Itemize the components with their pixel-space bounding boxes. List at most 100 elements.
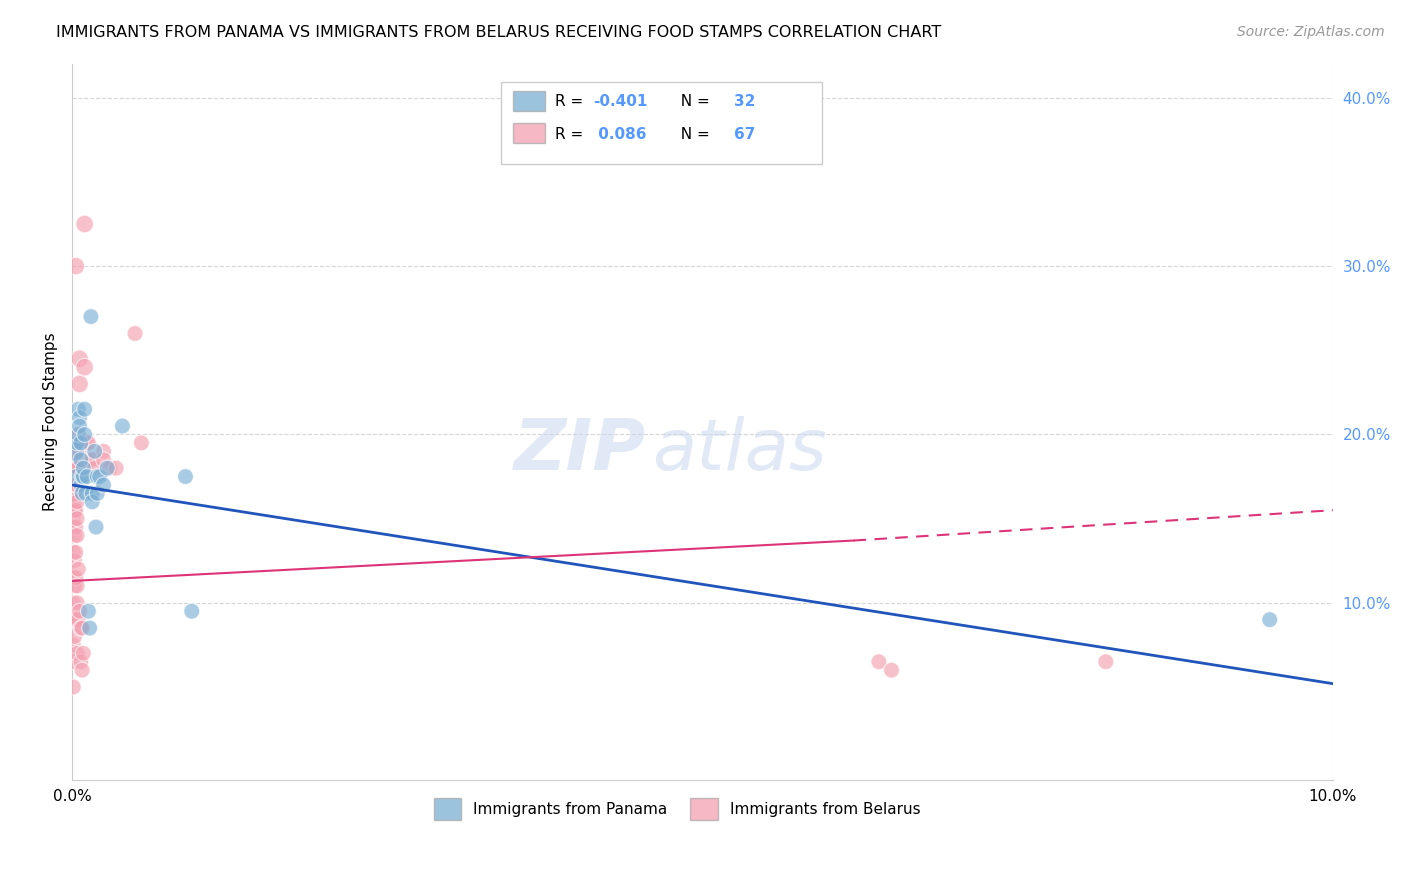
Point (66, 461, 89, 475)
Point (180, 604, 202, 618)
Point (80, 452, 103, 467)
Point (72, 469, 94, 483)
Point (60, 495, 83, 509)
Text: ZIP: ZIP (513, 416, 645, 485)
Point (82, 495, 104, 509)
Point (65, 613, 87, 627)
Point (60, 469, 83, 483)
Point (66, 478, 89, 492)
Point (69, 351, 91, 366)
Point (62, 452, 84, 467)
Point (82, 452, 104, 467)
Point (124, 326, 146, 341)
Bar (513, 123, 544, 143)
Point (880, 663, 903, 677)
Point (82, 486, 104, 500)
Point (76, 469, 98, 483)
Text: R =: R = (555, 95, 588, 110)
Bar (513, 90, 544, 111)
Point (62, 638, 84, 652)
Point (72, 646, 94, 660)
Point (69, 376, 91, 391)
Point (63, 554, 86, 568)
Point (62, 596, 84, 610)
Point (66, 511, 89, 525)
Point (80, 310, 103, 324)
Point (65, 570, 87, 584)
Point (105, 461, 128, 475)
Text: N =: N = (671, 127, 714, 142)
Text: atlas: atlas (652, 416, 827, 485)
Point (79, 621, 101, 635)
Point (76, 436, 98, 450)
Point (63, 444, 86, 458)
Text: -0.401: -0.401 (593, 95, 647, 110)
Point (69, 436, 91, 450)
Point (868, 655, 890, 669)
Point (89, 469, 111, 483)
Point (83, 444, 105, 458)
Point (70, 486, 93, 500)
Y-axis label: Receiving Food Stamps: Receiving Food Stamps (44, 333, 58, 511)
Point (1095, 655, 1118, 669)
Point (75, 486, 97, 500)
Point (73, 360, 96, 375)
Point (77, 436, 100, 450)
Point (66, 436, 89, 450)
Point (69, 655, 91, 669)
Point (63, 579, 86, 593)
Point (93, 444, 115, 458)
Point (67, 562, 90, 576)
Point (70, 663, 93, 677)
Point (131, 436, 153, 450)
Point (63, 528, 86, 542)
Point (69, 410, 91, 425)
Point (67, 427, 90, 442)
Point (69, 452, 91, 467)
Point (65, 503, 87, 517)
Text: 0.086: 0.086 (593, 127, 647, 142)
Point (77, 604, 100, 618)
Text: IMMIGRANTS FROM PANAMA VS IMMIGRANTS FROM BELARUS RECEIVING FOOD STAMPS CORRELAT: IMMIGRANTS FROM PANAMA VS IMMIGRANTS FRO… (56, 25, 942, 40)
Point (93, 452, 115, 467)
Point (62, 570, 84, 584)
Point (66, 528, 89, 542)
Point (67, 427, 90, 442)
Point (65, 545, 87, 559)
Point (86, 469, 108, 483)
Point (66, 495, 89, 509)
Point (69, 444, 91, 458)
Point (63, 503, 86, 517)
Point (62, 486, 84, 500)
Point (60, 511, 83, 525)
Point (65, 259, 87, 273)
Point (63, 478, 86, 492)
Point (73, 427, 96, 442)
FancyBboxPatch shape (501, 82, 823, 164)
Text: R =: R = (555, 127, 588, 142)
Point (66, 646, 89, 660)
Point (65, 520, 87, 534)
Point (96, 461, 118, 475)
Point (111, 419, 134, 434)
Point (69, 604, 91, 618)
Text: N =: N = (671, 95, 714, 110)
Point (65, 478, 87, 492)
Point (66, 596, 89, 610)
Text: Source: ZipAtlas.com: Source: ZipAtlas.com (1237, 25, 1385, 39)
Point (62, 520, 84, 534)
Point (86, 486, 108, 500)
Text: 67: 67 (734, 127, 755, 142)
Point (73, 217, 96, 231)
Point (63, 436, 86, 450)
Point (174, 469, 197, 483)
Point (93, 478, 115, 492)
Point (62, 680, 84, 694)
Point (65, 452, 87, 467)
Point (70, 621, 93, 635)
Point (72, 461, 94, 475)
Point (69, 621, 91, 635)
Point (98, 461, 121, 475)
Point (66, 579, 89, 593)
Point (73, 402, 96, 417)
